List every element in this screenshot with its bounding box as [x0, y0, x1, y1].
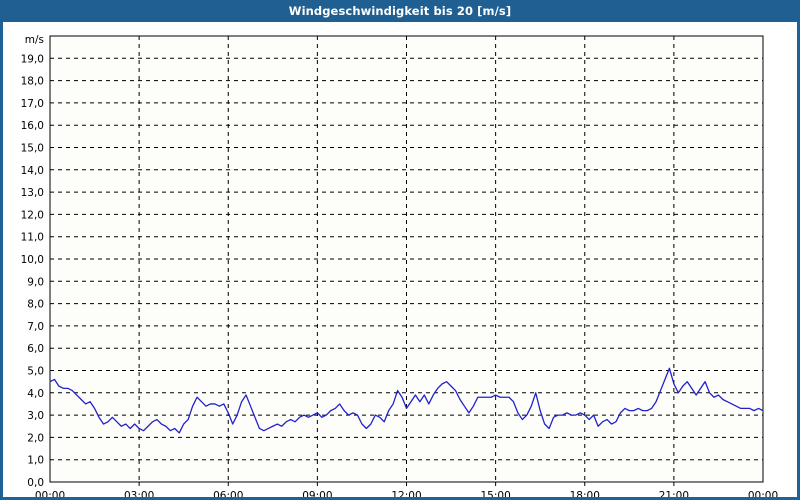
y-axis-tick-label: 14,0: [21, 165, 44, 177]
x-axis-time-label: 18:00: [570, 490, 600, 497]
y-axis-tick-label: 7,0: [27, 321, 44, 333]
page-title: Windgeschwindigkeit bis 20 [m/s]: [288, 4, 512, 18]
wind-speed-series-line: [49, 367, 764, 434]
y-axis-tick-label: 13,0: [21, 187, 44, 199]
y-axis-tick-label: 3,0: [27, 410, 44, 422]
x-axis-time-label: 09:00: [302, 490, 332, 497]
y-axis-tick-label: 11,0: [21, 232, 44, 244]
y-axis-tick-label: 16,0: [21, 120, 44, 132]
chart-container: 0,0 1,0 2,0 3,0 4,0 5,0 6,0 7,0 8,0 9,0 10,0 11,0 12…: [3, 22, 797, 497]
y-axis-tick-label: 1,0: [27, 455, 44, 467]
x-axis-time-label: 00:00: [35, 490, 65, 497]
y-axis-tick-label: 12,0: [21, 209, 44, 221]
x-axis-tick-labels: 00:0016.11.1503:0016.11.1506:0016.11.150…: [35, 490, 778, 497]
y-axis-tick-label: 19,0: [21, 53, 44, 65]
x-axis-time-label: 03:00: [124, 490, 154, 497]
y-axis-tick-label: 5,0: [27, 366, 44, 378]
y-axis-tick-label: 17,0: [21, 98, 44, 110]
x-axis-time-label: 15:00: [480, 490, 510, 497]
y-axis-tick-label: 2,0: [27, 432, 44, 444]
y-axis-tick-labels: 0,0 1,0 2,0 3,0 4,0 5,0 6,0 7,0 8,0 9,0 10,0 11,0 12…: [21, 53, 44, 489]
x-axis-time-label: 06:00: [213, 490, 243, 497]
y-axis-tick-label: 18,0: [21, 76, 44, 88]
x-axis-time-label: 00:00: [748, 490, 778, 497]
y-axis-tick-label: 15,0: [21, 143, 44, 155]
wind-speed-line-chart: 0,0 1,0 2,0 3,0 4,0 5,0 6,0 7,0 8,0 9,0 10,0 11,0 12…: [21, 34, 779, 497]
window-title-bar: Windgeschwindigkeit bis 20 [m/s]: [0, 0, 800, 22]
y-axis-tick-label: 6,0: [27, 343, 44, 355]
x-axis-time-label: 21:00: [659, 490, 689, 497]
y-axis-tick-label: 10,0: [21, 254, 44, 266]
y-axis-tick-label: 0,0: [27, 477, 44, 489]
y-axis-tick-label: 4,0: [27, 388, 44, 400]
y-axis-tick-label: 9,0: [27, 276, 44, 288]
y-axis-unit-label: m/s: [25, 34, 44, 46]
y-axis-tick-label: 8,0: [27, 299, 44, 311]
x-axis-tick-marks: [138, 482, 675, 486]
horizontal-gridlines: [50, 57, 763, 461]
x-axis-time-label: 12:00: [391, 490, 421, 497]
